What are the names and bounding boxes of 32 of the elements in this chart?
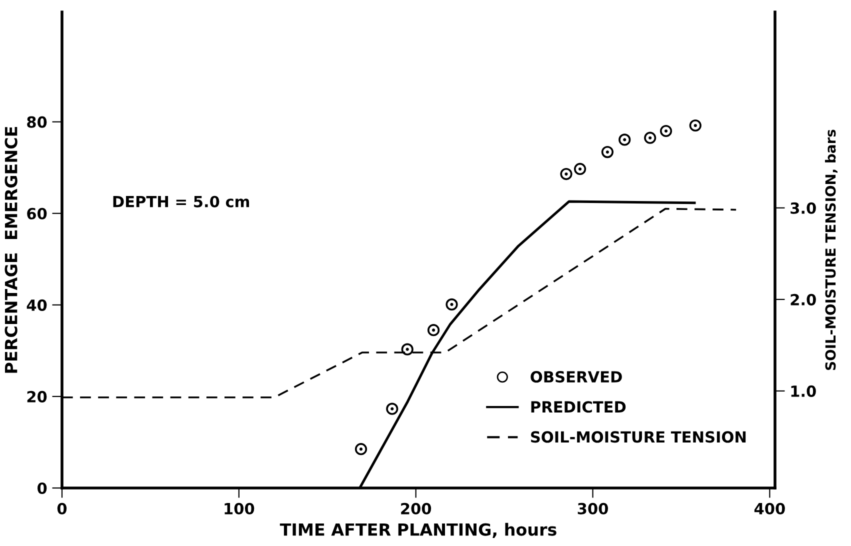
point: [660, 124, 672, 138]
x-tick-label: 0: [57, 502, 67, 514]
x-tick-label: 100: [224, 502, 254, 514]
legend-label: PREDICTED: [531, 401, 626, 413]
point: [618, 134, 631, 146]
point: [427, 324, 440, 336]
point: [386, 402, 398, 415]
annotation: DEPTH = 5.0 cm: [113, 196, 250, 208]
x-tick-label: 300: [578, 502, 608, 514]
legend-label: OBSERVED: [530, 371, 622, 383]
point: [689, 119, 702, 132]
legend-label: SOIL-MOISTURE TENSION: [531, 431, 746, 443]
point: [401, 343, 414, 356]
y-tick-label: 20: [27, 390, 47, 402]
point: [560, 168, 572, 180]
y-tick-label: 60: [27, 208, 47, 220]
y2-axis-title: SOIL-MOISTURE TENSION, bars: [824, 130, 838, 370]
y2-tick-label: 2.0: [790, 294, 816, 306]
point: [354, 443, 368, 456]
point: [446, 298, 458, 311]
y-tick-label: 80: [27, 116, 47, 128]
y-tick-label: 40: [26, 299, 47, 311]
x-axis-title: TIME AFTER PLANTING, hours: [280, 522, 556, 538]
point: [644, 132, 656, 144]
y2-tick-label: 3.0: [790, 202, 816, 214]
point: [601, 146, 614, 158]
y2-tick-label: 1.0: [791, 385, 816, 397]
y-axis-title: PERCENTAGE EMERGENCE: [4, 126, 18, 373]
x-tick-label: 400: [754, 502, 785, 514]
y-tick-label: 0: [38, 482, 47, 494]
x-tick-label: 200: [401, 502, 432, 514]
point: [574, 162, 586, 176]
